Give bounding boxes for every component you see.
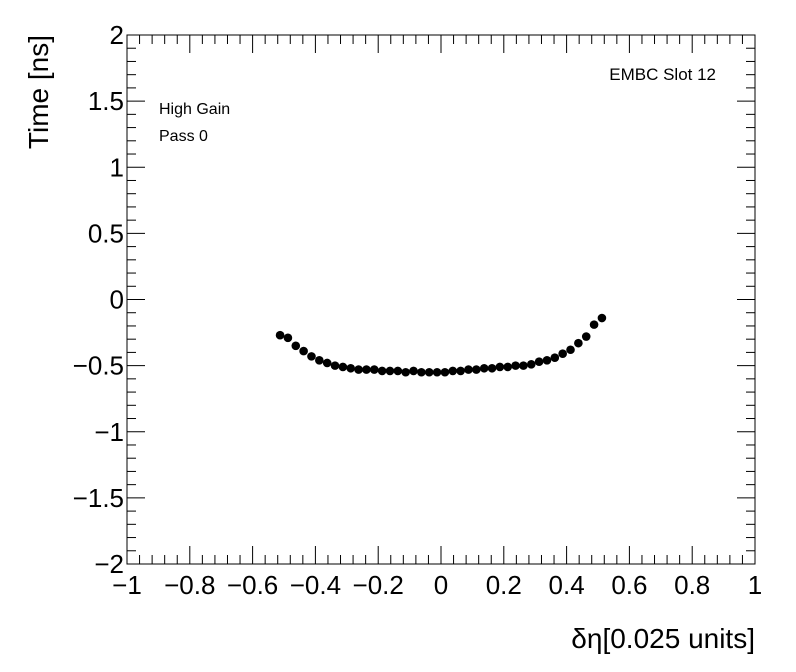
- x-tick-label: −0.4: [290, 570, 341, 600]
- data-point: [283, 333, 293, 343]
- annotation-pass: Pass 0: [159, 128, 208, 145]
- data-point: [448, 366, 458, 376]
- data-point: [432, 367, 442, 377]
- y-tick-label: −0.5: [73, 351, 124, 381]
- y-axis-title: Time [ns]: [23, 35, 54, 149]
- data-point: [495, 362, 505, 372]
- data-point: [542, 356, 552, 365]
- x-tick-label: 0: [434, 570, 448, 600]
- data-point: [393, 366, 403, 376]
- data-point: [511, 361, 520, 370]
- data-point: [519, 361, 528, 370]
- x-axis-tick-labels: −1 −0.8 −0.6 −0.4 −0.2 0 0.2 0.4 0.6 0.8 1: [112, 570, 762, 600]
- y-axis-ticks: [127, 34, 755, 565]
- y-tick-label: 2: [110, 20, 124, 50]
- data-point: [456, 366, 465, 376]
- data-point: [440, 367, 450, 377]
- y-tick-label: 0: [110, 285, 124, 315]
- data-point: [385, 366, 395, 376]
- data-point: [464, 365, 473, 374]
- y-axis-tick-labels: −2 −1.5 −1 −0.5 0 0.5 1 1.5 2: [73, 20, 124, 579]
- y-tick-label: 0.5: [88, 218, 124, 248]
- x-tick-label: −0.2: [353, 570, 404, 600]
- data-point: [534, 357, 544, 366]
- y-tick-label: 1: [110, 152, 124, 182]
- data-point: [550, 353, 560, 362]
- data-point: [597, 313, 607, 323]
- annotation-slot: EMBC Slot 12: [609, 65, 716, 84]
- data-points: [275, 313, 607, 377]
- data-point: [566, 345, 575, 355]
- data-point: [503, 362, 513, 372]
- data-point: [479, 363, 489, 373]
- data-point: [275, 330, 285, 340]
- data-point: [338, 362, 348, 372]
- x-tick-label: 0.6: [611, 570, 647, 600]
- data-point: [369, 365, 379, 374]
- y-tick-label: −2: [94, 549, 124, 579]
- x-tick-label: 0.2: [486, 570, 522, 600]
- x-tick-label: −0.6: [227, 570, 278, 600]
- data-point: [291, 341, 301, 351]
- data-point: [424, 367, 434, 377]
- x-tick-label: −0.8: [164, 570, 215, 600]
- data-point: [472, 365, 481, 374]
- x-axis-title: δη[0.025 units]: [571, 623, 755, 654]
- data-point: [574, 338, 583, 348]
- data-point: [401, 367, 410, 377]
- x-axis-ticks: [126, 35, 756, 564]
- x-tick-label: 0.8: [674, 570, 710, 600]
- y-tick-label: −1.5: [73, 483, 124, 513]
- data-point: [346, 363, 356, 373]
- data-point: [315, 356, 324, 365]
- x-tick-label: 0.4: [549, 570, 585, 600]
- data-point: [526, 360, 536, 369]
- x-tick-label: −1: [112, 570, 142, 600]
- y-tick-label: 1.5: [88, 86, 124, 116]
- data-point: [377, 366, 387, 376]
- data-point: [417, 367, 426, 377]
- data-point: [362, 365, 371, 374]
- data-point: [558, 349, 567, 359]
- data-point: [589, 320, 599, 329]
- y-tick-label: −1: [94, 417, 124, 447]
- data-point: [581, 332, 591, 341]
- x-tick-label: 1: [748, 570, 762, 600]
- data-point: [307, 352, 316, 361]
- data-point: [487, 363, 497, 373]
- data-point: [409, 366, 418, 376]
- data-point: [299, 346, 308, 356]
- data-point: [354, 365, 363, 374]
- data-point: [322, 358, 332, 368]
- data-point: [330, 361, 340, 370]
- annotation-gain: High Gain: [159, 101, 230, 118]
